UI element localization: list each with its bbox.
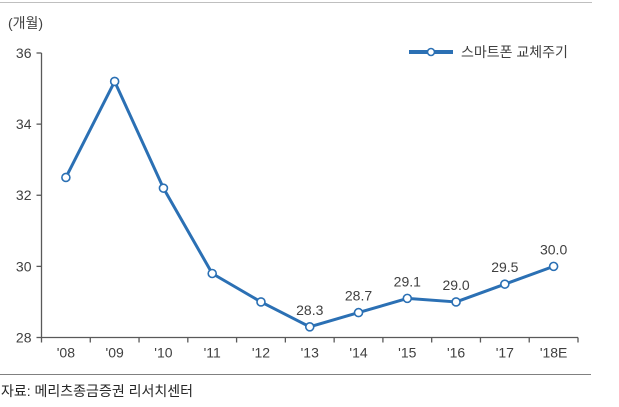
y-axis-tick-label: 28 — [16, 329, 32, 345]
data-point-label: 29.1 — [394, 273, 421, 289]
data-point-label: 28.7 — [345, 288, 372, 304]
data-point-label: 29.0 — [442, 277, 469, 293]
y-axis-tick-label: 32 — [16, 187, 32, 203]
data-point-label: 28.3 — [296, 302, 323, 318]
source-divider — [0, 374, 591, 375]
x-axis-tick-label: '16 — [447, 345, 465, 361]
x-axis-tick-label: '18E — [540, 345, 568, 361]
data-point-marker — [61, 172, 71, 183]
data-point-label: 30.0 — [540, 241, 567, 257]
x-axis-tick-label: '11 — [204, 345, 221, 361]
y-axis-tick-label: 36 — [16, 45, 32, 61]
y-axis-tick-label: 34 — [16, 116, 32, 132]
x-axis-tick-label: '13 — [301, 345, 319, 361]
data-point-marker — [158, 183, 169, 193]
x-axis-tick-label: '15 — [398, 345, 416, 361]
data-point-marker — [207, 268, 218, 279]
legend: 스마트폰 교체주기 — [408, 42, 568, 62]
data-point-marker — [500, 279, 510, 289]
legend-line-marker-icon — [409, 47, 453, 57]
legend-series-label: 스마트폰 교체주기 — [461, 44, 568, 60]
y-axis-unit-label: (개월) — [8, 15, 44, 31]
x-axis-tick-label: '17 — [496, 345, 514, 361]
data-point-marker — [353, 307, 364, 318]
data-point-marker — [256, 297, 266, 307]
data-point-marker — [451, 297, 461, 307]
data-point-marker — [548, 261, 559, 272]
source-text: 자료: 메리츠종금증권 리서치센터 — [1, 383, 193, 399]
data-point-label: 29.5 — [491, 259, 518, 275]
x-axis-tick-label: '14 — [349, 345, 367, 361]
y-axis-tick-label: 30 — [16, 258, 32, 274]
x-axis-tick-label: '12 — [252, 345, 270, 361]
x-axis-tick-label: '09 — [106, 345, 124, 361]
line-chart-plot: 28 30 32 34 36 '08 '09 '10 '11 '12 '13 '14 '15 '16 '17… — [16, 45, 579, 361]
data-point-marker — [109, 76, 120, 87]
data-point-marker — [304, 322, 315, 332]
top-divider — [0, 2, 592, 3]
x-axis-tick-label: '08 — [57, 345, 75, 361]
x-axis-tick-label: '10 — [154, 345, 172, 361]
series-line — [64, 79, 555, 329]
data-point-marker — [402, 293, 413, 304]
